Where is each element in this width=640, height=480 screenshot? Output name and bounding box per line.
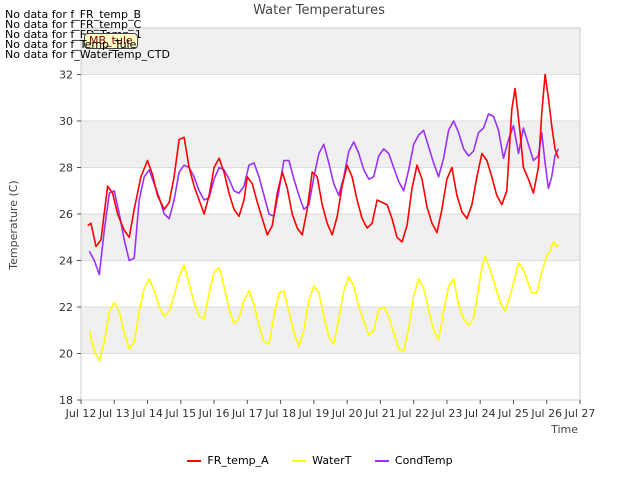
y-tick-label: 28 (59, 162, 73, 175)
y-axis-ticks: 18 20 22 24 26 28 30 32 (59, 69, 81, 407)
x-tick-label: Jul 14 (131, 407, 163, 420)
x-tick-label: Jul 25 (497, 407, 529, 420)
legend-swatch (374, 459, 389, 462)
mb-tule-annotation: MB_tule (84, 33, 138, 49)
series-layer (87, 73, 560, 362)
x-tick-label: Jul 13 (98, 407, 130, 420)
x-tick-label: Jul 22 (397, 407, 429, 420)
y-tick-label: 32 (59, 69, 73, 82)
x-tick-label: Jul 23 (431, 407, 463, 420)
legend-label: WaterT (312, 453, 352, 467)
y-axis-label: Temperature (C) (7, 180, 20, 270)
y-tick-label: 24 (59, 255, 73, 268)
x-tick-label: Jul 21 (364, 407, 396, 420)
series-line-condtemp (88, 113, 560, 276)
legend-swatch (292, 459, 307, 462)
legend-swatch (187, 459, 202, 462)
grid-band (81, 214, 580, 261)
grid-band (81, 28, 580, 75)
legend-item-watert: WaterT (292, 454, 351, 467)
x-tick-label: Jul 19 (297, 407, 329, 420)
x-tick-label: Jul 24 (464, 407, 496, 420)
no-data-message: No data for f_Temp_Tule (5, 38, 137, 51)
x-tick-label: Jul 12 (65, 407, 97, 420)
x-tick-label: Jul 20 (331, 407, 363, 420)
x-axis-ticks: Jul 12 Jul 13 Jul 14 Jul 15 Jul 16 Jul 17 Jul … (65, 400, 596, 420)
x-tick-label: Jul 18 (264, 407, 296, 420)
grid-band (81, 307, 580, 354)
no-data-message: No data for f_FR_temp_C (5, 18, 142, 31)
x-tick-label: Jul 17 (231, 407, 263, 420)
y-tick-label: 22 (59, 301, 73, 314)
y-tick-label: 20 (59, 348, 73, 361)
y-tick-label: 26 (59, 208, 73, 221)
x-axis-label: Time (550, 423, 578, 436)
y-tick-label: 30 (59, 115, 73, 128)
legend-label: CondTemp (394, 453, 453, 467)
series-line-fr-temp-a (87, 73, 560, 248)
chart-title: Water Temperatures (253, 3, 385, 18)
legend-label: FR_temp_A (207, 453, 269, 467)
grid-band (81, 121, 580, 168)
x-tick-label: Jul 26 (530, 407, 562, 420)
no-data-message: No data for f_WaterTemp_CTD (5, 48, 170, 61)
legend-item-condtemp: CondTemp (374, 453, 453, 467)
y-tick-label: 18 (59, 394, 73, 407)
x-tick-label: Jul 27 (564, 407, 596, 420)
x-tick-label: Jul 15 (164, 407, 196, 420)
grid-bands (81, 28, 580, 354)
legend-item-fr-temp-a: FR_temp_A (187, 453, 269, 467)
legend: FR_temp_A WaterT CondTemp (0, 453, 640, 467)
series-line-watert (88, 241, 560, 362)
x-tick-label: Jul 16 (198, 407, 230, 420)
no-data-message: No data for f_FR_temp_B (5, 8, 142, 21)
